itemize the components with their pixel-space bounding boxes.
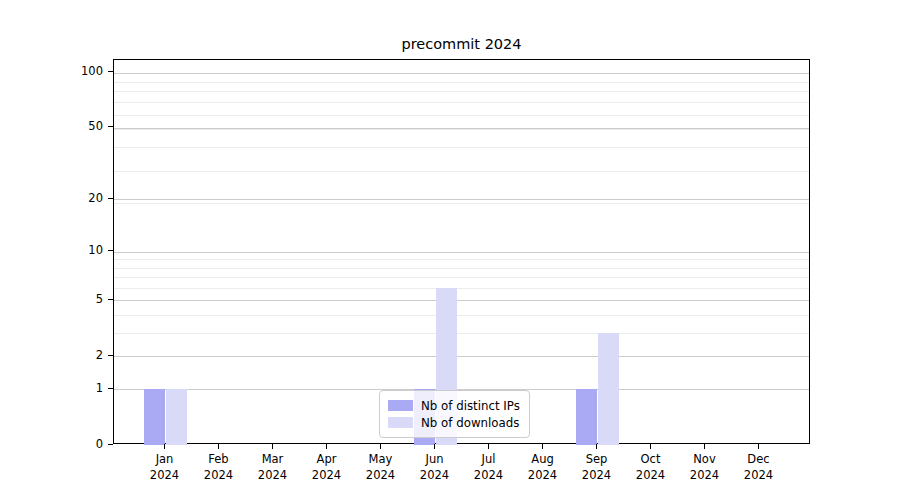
y-tick (108, 355, 113, 356)
x-tick-label: Jun 2024 (408, 452, 462, 483)
x-tick (164, 444, 165, 449)
minor-gridline (114, 171, 809, 172)
x-tick (542, 444, 543, 449)
x-tick-label: Mar 2024 (246, 452, 300, 483)
x-tick (704, 444, 705, 449)
major-gridline (114, 73, 809, 74)
x-tick-label: Jan 2024 (138, 452, 192, 483)
major-gridline (114, 300, 809, 301)
x-tick-label: Nov 2024 (678, 452, 732, 483)
chart-title: precommit 2024 (113, 36, 810, 52)
x-tick (758, 444, 759, 449)
minor-gridline (114, 147, 809, 148)
x-tick (488, 444, 489, 449)
x-tick-label: May 2024 (354, 452, 408, 483)
figure: precommit 2024 Nb of distinct IPs Nb of … (0, 0, 900, 500)
minor-gridline (114, 91, 809, 92)
minor-gridline (114, 129, 809, 130)
y-tick-label: 2 (57, 348, 103, 362)
minor-gridline (114, 203, 809, 204)
major-gridline (114, 199, 809, 200)
y-tick (108, 444, 113, 445)
y-tick-label: 100 (57, 64, 103, 78)
legend-row-downloads: Nb of downloads (388, 414, 520, 431)
legend-row-distinct-ips: Nb of distinct IPs (388, 397, 520, 414)
y-tick (108, 198, 113, 199)
y-tick-label: 1 (57, 381, 103, 395)
minor-gridline (114, 82, 809, 83)
minor-gridline (114, 115, 809, 116)
y-tick-label: 10 (57, 243, 103, 257)
y-tick (108, 71, 113, 72)
legend: Nb of distinct IPs Nb of downloads (379, 390, 530, 438)
major-gridline (114, 356, 809, 357)
legend-label-distinct-ips: Nb of distinct IPs (421, 399, 520, 413)
x-tick (596, 444, 597, 449)
plot-area: Nb of distinct IPs Nb of downloads (113, 59, 810, 444)
x-tick-label: Sep 2024 (570, 452, 624, 483)
legend-label-downloads: Nb of downloads (421, 416, 519, 430)
x-tick-label: Dec 2024 (732, 452, 786, 483)
minor-gridline (114, 333, 809, 334)
y-tick (108, 250, 113, 251)
y-tick (108, 388, 113, 389)
x-tick (218, 444, 219, 449)
y-tick-label: 0 (57, 437, 103, 451)
x-tick-label: Oct 2024 (624, 452, 678, 483)
y-tick (108, 299, 113, 300)
minor-gridline (114, 315, 809, 316)
bar-distinct-ips (144, 389, 166, 445)
x-tick (380, 444, 381, 449)
minor-gridline (114, 268, 809, 269)
legend-swatch-distinct-ips (388, 400, 413, 411)
bar-distinct-ips (576, 389, 598, 445)
bar-downloads (166, 389, 188, 445)
minor-gridline (114, 288, 809, 289)
minor-gridline (114, 259, 809, 260)
major-gridline (114, 128, 809, 129)
x-tick-label: Aug 2024 (516, 452, 570, 483)
x-tick (326, 444, 327, 449)
bar-downloads (598, 333, 620, 445)
legend-swatch-downloads (388, 417, 413, 428)
minor-gridline (114, 102, 809, 103)
x-tick (650, 444, 651, 449)
x-tick (272, 444, 273, 449)
y-tick-label: 20 (57, 191, 103, 205)
x-tick-label: Feb 2024 (192, 452, 246, 483)
y-tick-label: 50 (57, 119, 103, 133)
y-tick (108, 126, 113, 127)
minor-gridline (114, 277, 809, 278)
x-tick-label: Jul 2024 (462, 452, 516, 483)
major-gridline (114, 252, 809, 253)
y-tick-label: 5 (57, 292, 103, 306)
x-tick (434, 444, 435, 449)
x-tick-label: Apr 2024 (300, 452, 354, 483)
